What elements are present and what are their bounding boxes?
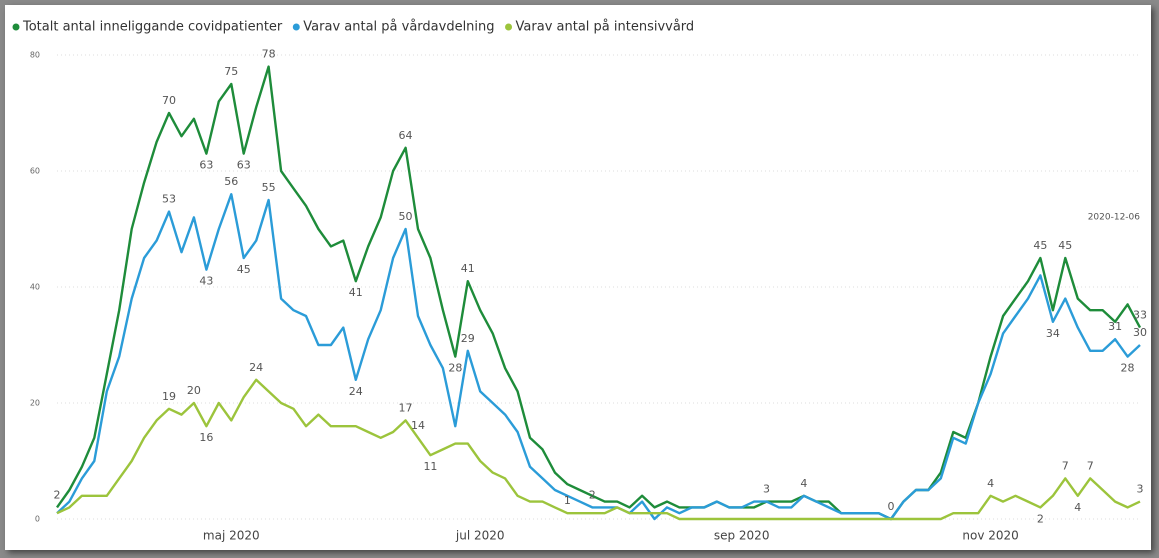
data-label: 14 bbox=[411, 419, 425, 432]
data-label: 63 bbox=[199, 159, 213, 172]
series-line bbox=[56, 192, 1141, 521]
data-label: 4 bbox=[987, 477, 994, 490]
legend-label: Totalt antal inneliggande covidpatienter bbox=[22, 20, 283, 35]
data-label: 2 bbox=[54, 488, 61, 501]
x-tick-label: nov 2020 bbox=[962, 529, 1018, 543]
data-label: 4 bbox=[1074, 501, 1081, 514]
data-label: 30 bbox=[1133, 326, 1147, 339]
data-label: 45 bbox=[1033, 239, 1047, 252]
data-label: 24 bbox=[349, 385, 363, 398]
annotation: 2020-12-06 bbox=[1088, 213, 1141, 223]
legend-marker bbox=[12, 23, 20, 31]
data-label: 43 bbox=[199, 275, 213, 288]
data-label: 19 bbox=[162, 390, 176, 403]
series-line bbox=[56, 378, 1141, 521]
data-label: 3 bbox=[763, 483, 770, 496]
y-tick-label: 20 bbox=[30, 399, 40, 408]
data-label: 7 bbox=[1062, 459, 1069, 472]
data-label: 31 bbox=[1108, 320, 1122, 333]
data-label: 45 bbox=[1058, 239, 1072, 252]
data-label: 41 bbox=[461, 262, 475, 275]
legend-marker bbox=[292, 23, 300, 31]
data-label: 75 bbox=[224, 65, 238, 78]
data-label: 7 bbox=[1087, 459, 1094, 472]
data-label: 45 bbox=[237, 263, 251, 276]
data-label: 55 bbox=[262, 181, 276, 194]
series-line bbox=[56, 65, 1142, 521]
data-label: 56 bbox=[224, 175, 238, 188]
data-label: 78 bbox=[262, 48, 276, 61]
y-tick-label: 40 bbox=[30, 283, 40, 292]
x-tick-label: jul 2020 bbox=[455, 529, 505, 543]
data-label: 24 bbox=[249, 361, 263, 374]
data-label: 11 bbox=[423, 460, 437, 473]
y-tick-label: 0 bbox=[35, 515, 40, 524]
data-label: 50 bbox=[399, 210, 413, 223]
legend-label: Varav antal på intensivvård bbox=[516, 20, 695, 35]
x-tick-label: sep 2020 bbox=[714, 529, 770, 543]
data-label: 28 bbox=[448, 362, 462, 375]
data-label: 4 bbox=[800, 477, 807, 490]
data-label: 20 bbox=[187, 384, 201, 397]
data-label: 16 bbox=[199, 431, 213, 444]
x-tick-label: maj 2020 bbox=[203, 529, 260, 543]
data-label: 3 bbox=[1137, 483, 1144, 496]
data-label: 1 bbox=[564, 494, 571, 507]
panel bbox=[5, 5, 1151, 550]
data-label: 63 bbox=[237, 159, 251, 172]
data-label: 0 bbox=[888, 500, 895, 513]
data-label: 28 bbox=[1121, 362, 1135, 375]
data-label: 2 bbox=[1037, 512, 1044, 525]
legend-label: Varav antal på vårdavdelning bbox=[303, 20, 494, 35]
data-label: 70 bbox=[162, 94, 176, 107]
data-label: 33 bbox=[1133, 309, 1147, 322]
data-label: 41 bbox=[349, 286, 363, 299]
data-label: 29 bbox=[461, 332, 475, 345]
y-tick-label: 60 bbox=[30, 167, 40, 176]
data-label: 17 bbox=[399, 401, 413, 414]
y-tick-label: 80 bbox=[30, 51, 40, 60]
data-label: 64 bbox=[399, 129, 413, 142]
data-label: 34 bbox=[1046, 327, 1060, 340]
data-label: 53 bbox=[162, 193, 176, 206]
data-label: 2 bbox=[589, 488, 596, 501]
legend-marker bbox=[505, 23, 513, 31]
